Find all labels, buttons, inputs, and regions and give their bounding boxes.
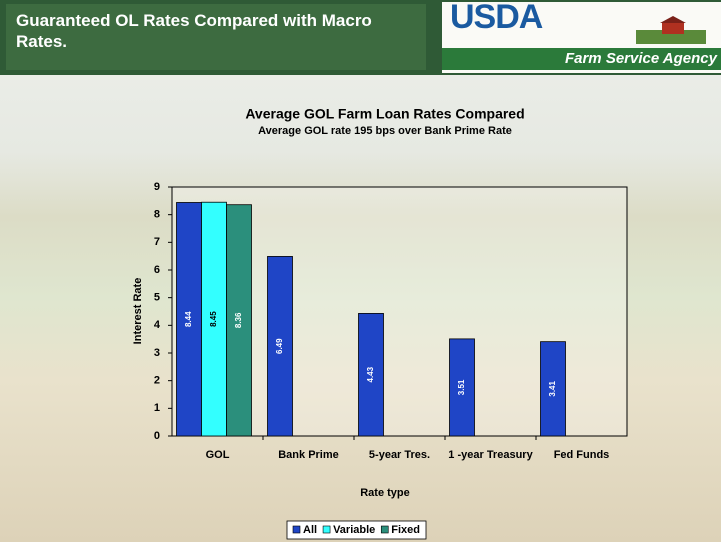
chart-title: Average GOL Farm Loan Rates Compared: [245, 106, 524, 122]
y-tick-label: 9: [154, 181, 160, 193]
legend-box: [286, 520, 427, 540]
y-tick-label: 4: [154, 319, 161, 331]
bar-value-label: 8.36: [234, 312, 243, 328]
legend-label: All: [303, 524, 317, 536]
agency-bar: Farm Service Agency: [442, 48, 721, 70]
bar-value-label: 6.49: [275, 338, 284, 354]
y-axis-title: Interest Rate: [132, 278, 144, 345]
y-tick-label: 1: [154, 402, 160, 414]
bar: [201, 201, 227, 437]
y-tick-label: 3: [154, 347, 160, 359]
x-axis-title: Rate type: [360, 487, 410, 499]
y-tick-label: 7: [154, 236, 160, 248]
x-tick-label: 1 -year Treasury: [448, 449, 533, 461]
legend-label: Variable: [333, 524, 375, 536]
header: Guaranteed OL Rates Compared with Macro …: [0, 0, 721, 75]
bar-value-label: 8.45: [209, 311, 218, 327]
x-tick-label: Bank Prime: [278, 449, 339, 461]
y-tick-label: 0: [154, 430, 160, 442]
bar: [226, 204, 252, 437]
y-tick-label: 6: [154, 264, 160, 276]
bar-value-label: 3.41: [548, 380, 557, 396]
x-tick-label: Fed Funds: [553, 449, 610, 461]
chart-subtitle: Average GOL rate 195 bps over Bank Prime…: [258, 125, 512, 137]
bar-value-label: 4.43: [366, 366, 375, 382]
bar: [267, 256, 293, 437]
bar: [176, 202, 202, 437]
barn-icon: [636, 16, 706, 44]
legend-swatch: [380, 525, 389, 534]
logo-text: USDA: [450, 0, 543, 36]
bar-value-label: 3.51: [457, 379, 466, 395]
slide-title: Guaranteed OL Rates Compared with Macro …: [6, 4, 426, 70]
x-tick-label: GOL: [205, 449, 230, 461]
bar: [358, 313, 384, 437]
legend-label: Fixed: [391, 524, 420, 536]
legend-swatch: [292, 525, 301, 534]
agency-name: Farm Service Agency: [564, 50, 717, 67]
y-tick-label: 2: [154, 375, 160, 387]
bar-value-label: 8.44: [184, 311, 193, 327]
bar: [449, 338, 475, 437]
bar: [540, 341, 566, 437]
logo: USDA Farm Service Agency: [442, 0, 721, 73]
y-tick-label: 8: [154, 209, 160, 221]
legend-swatch: [322, 525, 331, 534]
legend: All Variable Fixed: [286, 520, 427, 540]
y-tick-label: 5: [154, 292, 160, 304]
x-tick-label: 5-year Tres.: [368, 449, 431, 461]
